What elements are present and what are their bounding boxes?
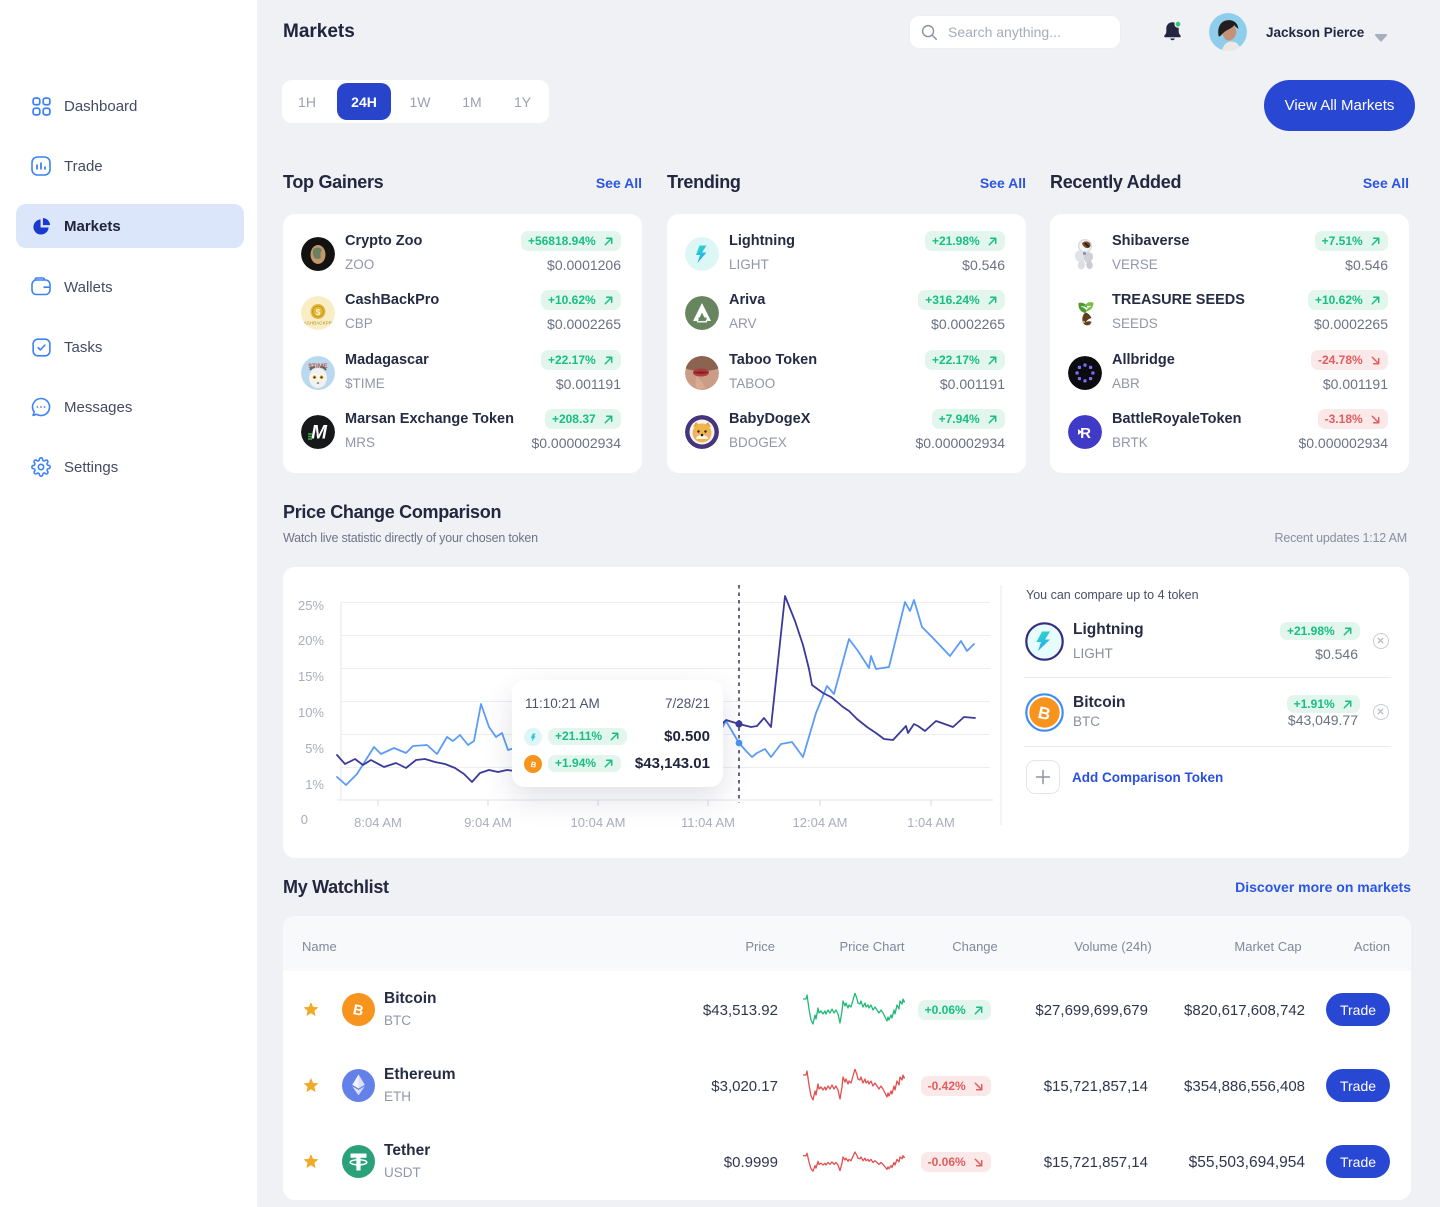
svg-text:B: B — [529, 759, 537, 769]
svg-text:M: M — [311, 423, 328, 444]
svg-text:B: B — [1036, 703, 1052, 724]
svg-text:R: R — [1080, 425, 1091, 442]
svg-text:CASHBACKPRO: CASHBACKPRO — [301, 321, 335, 326]
svg-text:$TIME: $TIME — [308, 363, 328, 370]
svg-text:$: $ — [316, 308, 321, 317]
svg-text:B: B — [351, 1002, 364, 1020]
